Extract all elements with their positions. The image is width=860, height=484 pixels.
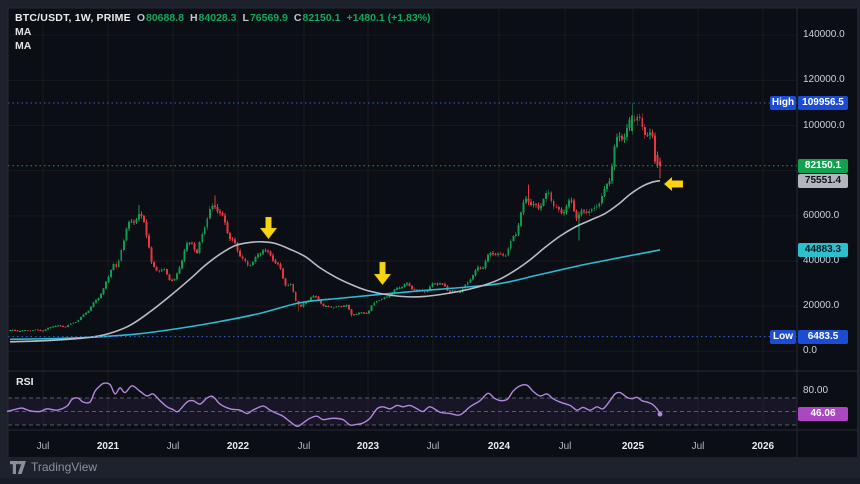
low-value-badge: 6483.5 bbox=[798, 329, 848, 344]
chart-background bbox=[8, 8, 857, 457]
time-axis-tick: 2021 bbox=[96, 441, 120, 452]
tradingview-logo[interactable]: TradingView bbox=[10, 460, 97, 474]
gridlines bbox=[8, 8, 797, 430]
time-axis-tick: Jul bbox=[426, 441, 440, 452]
rsi-pane-label: RSI bbox=[16, 376, 34, 388]
time-axis-tick: Jul bbox=[691, 441, 705, 452]
price-axis-tick: 100000.0 bbox=[803, 119, 845, 131]
rsi-line[interactable] bbox=[6, 382, 661, 428]
time-axis-tick: Jul bbox=[558, 441, 572, 452]
time-axis-tick: 2025 bbox=[621, 441, 645, 452]
low-label-badge: Low bbox=[770, 329, 796, 344]
ma-fast-line[interactable] bbox=[9, 179, 661, 343]
ma-fast-value-badge: 75551.4 bbox=[798, 173, 848, 188]
time-axis-tick: 2023 bbox=[356, 441, 380, 452]
tradingview-logo-icon bbox=[10, 460, 26, 474]
rsi-last-value-dot bbox=[657, 411, 663, 417]
arrow-annotation-2-arrow-down[interactable] bbox=[373, 261, 392, 286]
rsi-axis-tick: 80.00 bbox=[803, 385, 829, 397]
time-axis-tick: 2024 bbox=[487, 441, 511, 452]
rsi-value-badge: 46.06 bbox=[798, 407, 848, 422]
last-price-value-badge: 82150.1 bbox=[798, 158, 848, 173]
tradingview-logo-text: TradingView bbox=[31, 460, 98, 474]
arrow-annotation-3-arrow-left[interactable] bbox=[663, 176, 684, 192]
high-label-badge: High bbox=[770, 96, 796, 111]
time-axis-tick: Jul bbox=[297, 441, 311, 452]
arrow-annotation-1-arrow-down[interactable] bbox=[259, 216, 278, 240]
time-axis-tick: 2022 bbox=[226, 441, 250, 452]
time-axis-tick: Jul bbox=[36, 441, 50, 452]
time-axis-tick: 2026 bbox=[751, 441, 775, 452]
time-axis-tick: Jul bbox=[166, 441, 180, 452]
ma-slow-value-badge: 44883.3 bbox=[798, 242, 848, 257]
price-axis-tick: 120000.0 bbox=[803, 74, 845, 86]
window-bottom-strip bbox=[0, 478, 860, 484]
price-axis-tick: 0.0 bbox=[803, 345, 817, 357]
pane-borders bbox=[7, 7, 857, 457]
ma-slow-line[interactable] bbox=[9, 249, 661, 341]
price-axis-tick: 20000.0 bbox=[803, 300, 840, 312]
price-axis-tick: 140000.0 bbox=[803, 29, 845, 41]
candlestick-series bbox=[9, 103, 661, 333]
high-value-badge: 109956.5 bbox=[798, 96, 848, 111]
price-axis-tick: 60000.0 bbox=[803, 209, 840, 221]
price-axis-tick: 40000.0 bbox=[803, 254, 840, 266]
